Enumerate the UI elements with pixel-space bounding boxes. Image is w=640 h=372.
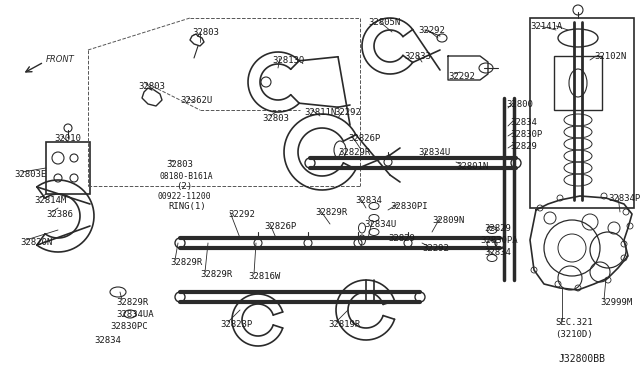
Text: J32800BB: J32800BB [558, 354, 605, 364]
Text: FRONT: FRONT [46, 55, 75, 64]
Text: 32803: 32803 [192, 28, 219, 37]
Text: (3210D): (3210D) [555, 330, 593, 339]
Text: 00922-11200: 00922-11200 [158, 192, 212, 201]
Text: 32816W: 32816W [248, 272, 280, 281]
Text: 32292: 32292 [418, 26, 445, 35]
Text: 32834UA: 32834UA [116, 310, 154, 319]
Text: 32805N: 32805N [368, 18, 400, 27]
Text: 32800: 32800 [506, 100, 533, 109]
Text: 32292: 32292 [334, 108, 361, 117]
Bar [554, 56, 602, 110]
Text: 32102N: 32102N [594, 52, 627, 61]
Text: 32834: 32834 [510, 118, 537, 127]
Text: 32814M: 32814M [34, 196, 67, 205]
Text: 32292: 32292 [448, 72, 475, 81]
Text: 32834P: 32834P [608, 194, 640, 203]
Text: 32826P: 32826P [264, 222, 296, 231]
Text: 32834U: 32834U [418, 148, 451, 157]
Text: 32830P: 32830P [510, 130, 542, 139]
Text: 32801N: 32801N [456, 162, 488, 171]
Text: 32010: 32010 [54, 134, 81, 143]
Text: 32813Q: 32813Q [272, 56, 304, 65]
Text: 32819R: 32819R [328, 320, 360, 329]
Text: 32803: 32803 [262, 114, 289, 123]
Text: 32803E: 32803E [14, 170, 46, 179]
Text: 32830PA: 32830PA [480, 236, 518, 245]
Text: 32834: 32834 [484, 248, 511, 257]
Text: 32834: 32834 [355, 196, 382, 205]
Bar [530, 18, 634, 208]
Text: 32803: 32803 [166, 160, 193, 169]
Bar [46, 142, 90, 194]
Text: (2): (2) [176, 182, 192, 191]
Text: 32829R: 32829R [170, 258, 202, 267]
Text: 32292: 32292 [228, 210, 255, 219]
Text: RING(1): RING(1) [168, 202, 205, 211]
Text: 32826P: 32826P [348, 134, 380, 143]
Text: 32829: 32829 [484, 224, 511, 233]
Text: 32830PI: 32830PI [390, 202, 428, 211]
Text: 32999M: 32999M [600, 298, 632, 307]
Text: 32829R: 32829R [315, 208, 348, 217]
Text: 32829: 32829 [510, 142, 537, 151]
Text: 32823P: 32823P [220, 320, 252, 329]
Text: 32386: 32386 [46, 210, 73, 219]
Text: 32830PC: 32830PC [110, 322, 148, 331]
Text: 32829R: 32829R [116, 298, 148, 307]
Text: 32834: 32834 [94, 336, 121, 345]
Text: 32809N: 32809N [432, 216, 464, 225]
Text: 32833: 32833 [404, 52, 431, 61]
Text: 32803: 32803 [138, 82, 165, 91]
Text: 32820N: 32820N [20, 238, 52, 247]
Text: 32292: 32292 [422, 244, 449, 253]
Text: SEC.321: SEC.321 [555, 318, 593, 327]
Text: 32829R: 32829R [200, 270, 232, 279]
Text: 32829: 32829 [388, 234, 415, 243]
Text: 32141A: 32141A [530, 22, 563, 31]
Text: 32829R: 32829R [338, 148, 371, 157]
Text: 32834U: 32834U [364, 220, 396, 229]
Text: 32362U: 32362U [180, 96, 212, 105]
Text: 32811N: 32811N [304, 108, 336, 117]
Text: 08180-B161A: 08180-B161A [160, 172, 214, 181]
